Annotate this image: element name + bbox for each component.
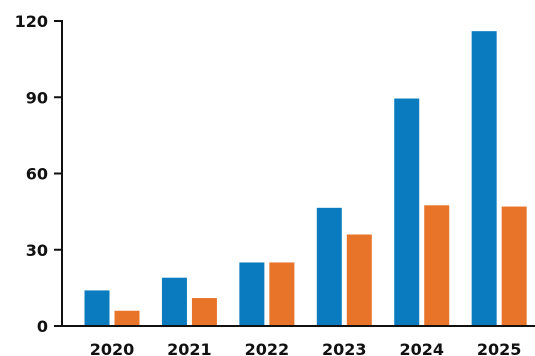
bar-2021-series-2 <box>191 298 217 326</box>
bar-2020-series-1 <box>84 290 110 326</box>
y-axis: 0 30 60 90 120 <box>15 12 62 336</box>
bar-2023-series-1 <box>316 207 342 326</box>
y-tick-label: 60 <box>26 165 48 184</box>
y-tick-label: 0 <box>37 317 48 336</box>
bar-2025-series-1 <box>471 31 497 327</box>
x-tick-label: 2024 <box>399 340 444 356</box>
bar-2020-series-2 <box>114 310 140 326</box>
bar-2024-series-2 <box>424 205 450 326</box>
bar-2021-series-1 <box>161 277 187 326</box>
bar-series-group <box>84 31 527 327</box>
x-axis: 2020 2021 2022 2023 2024 2025 <box>90 340 522 356</box>
y-tick-label: 120 <box>15 12 48 31</box>
x-tick-label: 2022 <box>245 340 290 356</box>
bar-2024-series-1 <box>394 98 420 326</box>
y-tick-label: 30 <box>26 241 48 260</box>
bar-2022-series-1 <box>239 262 265 326</box>
y-tick-label: 90 <box>26 88 48 107</box>
bar-2023-series-2 <box>346 234 372 326</box>
bar-2022-series-2 <box>269 262 295 326</box>
x-tick-label: 2023 <box>322 340 367 356</box>
x-tick-label: 2025 <box>477 340 522 356</box>
x-tick-label: 2021 <box>167 340 212 356</box>
x-tick-label: 2020 <box>90 340 135 356</box>
bar-2025-series-2 <box>501 206 527 326</box>
